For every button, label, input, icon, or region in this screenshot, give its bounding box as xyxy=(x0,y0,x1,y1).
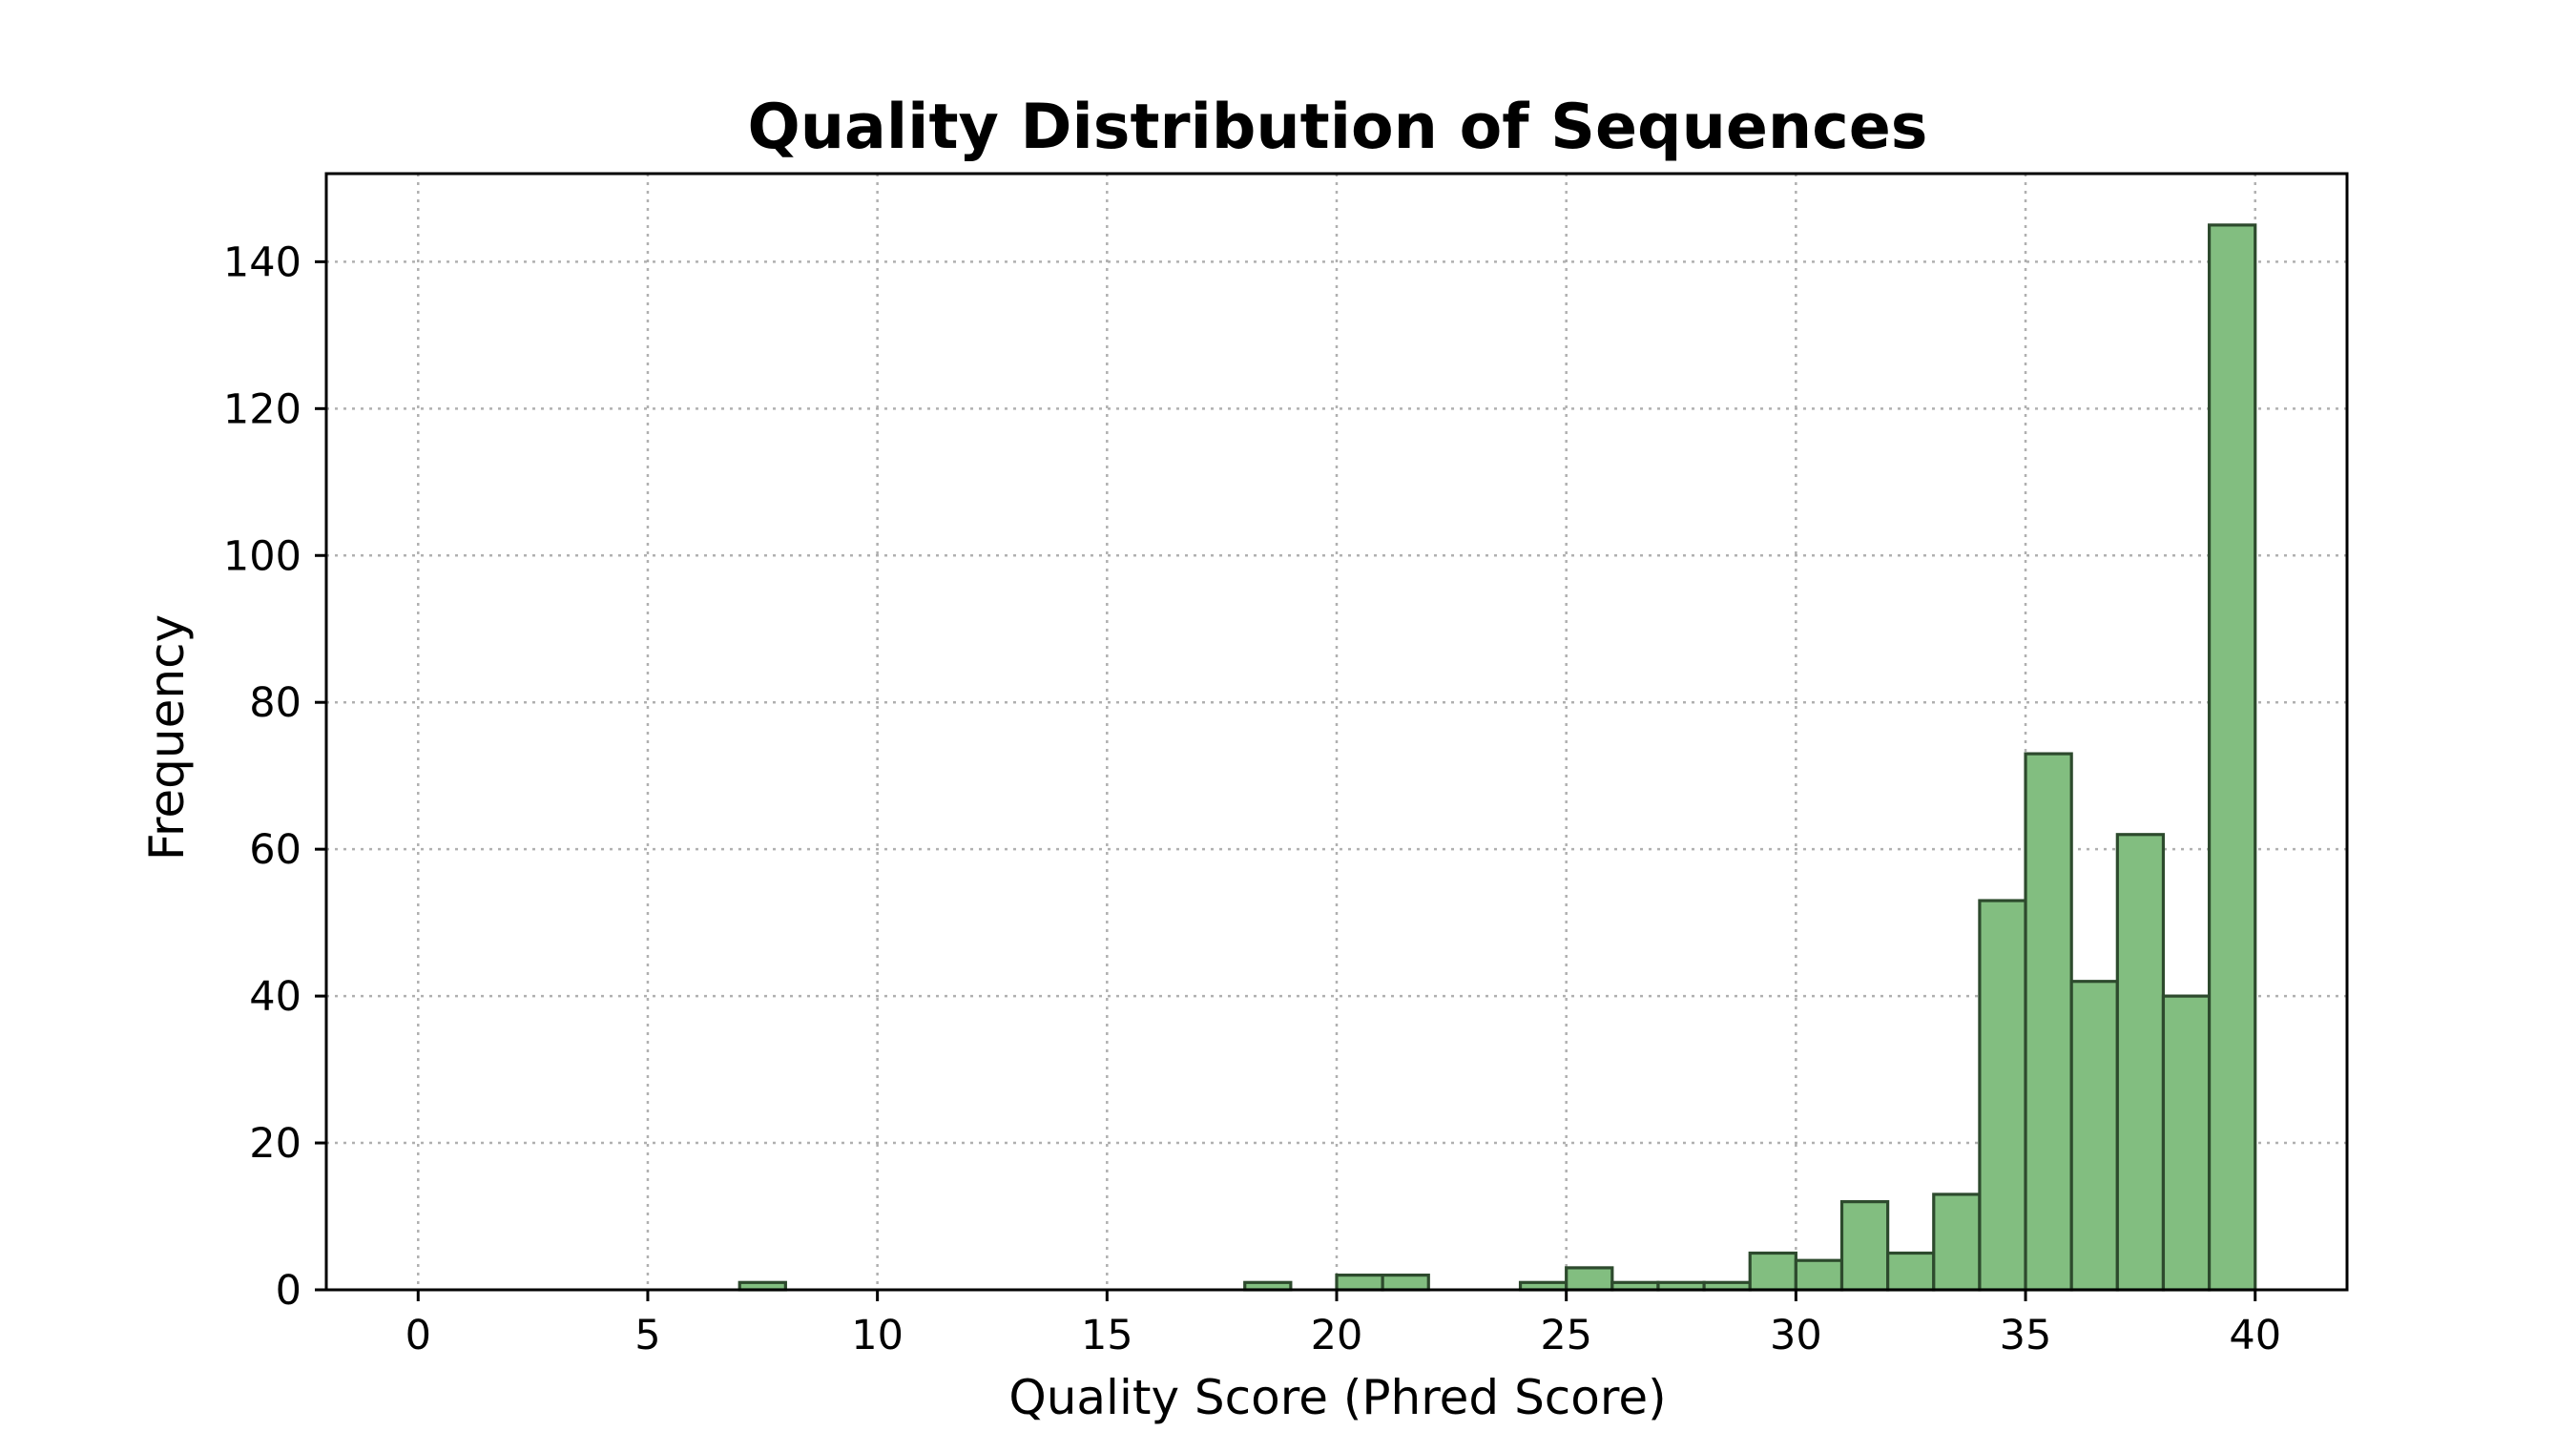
histogram-bar xyxy=(2069,980,2119,1292)
x-tick-label: 35 xyxy=(2000,1312,2052,1359)
histogram-bar xyxy=(2207,223,2257,1292)
x-tick-label: 40 xyxy=(2229,1312,2281,1359)
tick-layer: 0 5 10 15 20 25 30 35 40 0 20 40 60 80 100 120 140 xyxy=(223,238,2281,1359)
x-tick-label: 10 xyxy=(851,1312,904,1359)
histogram-bar xyxy=(2115,833,2166,1292)
x-tick-label: 5 xyxy=(634,1312,660,1359)
histogram-bar xyxy=(1886,1251,1936,1292)
y-tick-label: 100 xyxy=(223,532,301,580)
x-tick-label: 20 xyxy=(1311,1312,1363,1359)
x-tick-label: 15 xyxy=(1081,1312,1133,1359)
y-tick-label: 20 xyxy=(249,1120,301,1168)
x-axis-label: Quality Score (Phred Score) xyxy=(1008,1370,1666,1425)
histogram-bar xyxy=(2161,994,2212,1292)
bar-layer xyxy=(737,223,2257,1292)
histogram-bar xyxy=(1794,1258,1844,1292)
y-tick-label: 40 xyxy=(249,973,301,1021)
chart-title: Quality Distribution of Sequences xyxy=(748,92,1928,163)
histogram-bar xyxy=(1839,1200,1890,1292)
histogram-bar xyxy=(1978,899,2027,1292)
y-tick-label: 120 xyxy=(223,385,301,433)
y-tick-label: 0 xyxy=(276,1267,301,1315)
y-tick-label: 80 xyxy=(249,679,301,727)
x-tick-label: 0 xyxy=(405,1312,431,1359)
histogram-bar xyxy=(1335,1274,1384,1292)
histogram-bar xyxy=(2024,752,2073,1292)
histogram-bar xyxy=(1932,1192,1982,1292)
histogram-bar xyxy=(1565,1266,1614,1292)
y-tick-label: 140 xyxy=(223,238,301,286)
y-axis-label: Frequency xyxy=(139,614,195,861)
y-tick-label: 60 xyxy=(249,826,301,874)
x-tick-label: 30 xyxy=(1770,1312,1822,1359)
histogram-bar xyxy=(1748,1251,1797,1292)
x-tick-label: 25 xyxy=(1540,1312,1592,1359)
histogram-bar xyxy=(1381,1274,1430,1292)
